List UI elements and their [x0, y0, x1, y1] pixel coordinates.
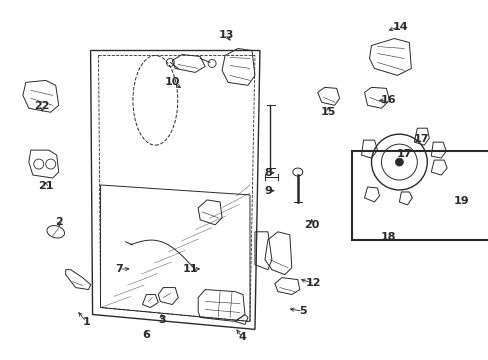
Text: 15: 15 — [320, 107, 335, 117]
Text: 20: 20 — [304, 220, 319, 230]
Text: 3: 3 — [158, 315, 165, 325]
Text: 7: 7 — [115, 264, 122, 274]
Text: 17: 17 — [396, 149, 411, 159]
Text: 16: 16 — [380, 95, 395, 105]
Text: 11: 11 — [183, 264, 198, 274]
Text: 4: 4 — [238, 332, 245, 342]
Text: 22: 22 — [35, 102, 50, 112]
Text: 2: 2 — [56, 217, 63, 227]
Text: 18: 18 — [380, 232, 395, 242]
Text: 10: 10 — [164, 77, 180, 87]
Text: 19: 19 — [452, 196, 468, 206]
Text: 5: 5 — [299, 306, 306, 316]
Text: 1: 1 — [82, 317, 90, 327]
Text: 21: 21 — [38, 181, 53, 192]
Circle shape — [395, 158, 403, 166]
Text: 12: 12 — [305, 278, 321, 288]
Text: 9: 9 — [264, 186, 271, 196]
Text: 13: 13 — [218, 30, 233, 40]
Text: 6: 6 — [142, 330, 150, 340]
Text: 8: 8 — [264, 168, 271, 178]
Text: 14: 14 — [392, 22, 407, 32]
Text: 17: 17 — [412, 134, 428, 144]
Bar — [351, 150, 488, 239]
